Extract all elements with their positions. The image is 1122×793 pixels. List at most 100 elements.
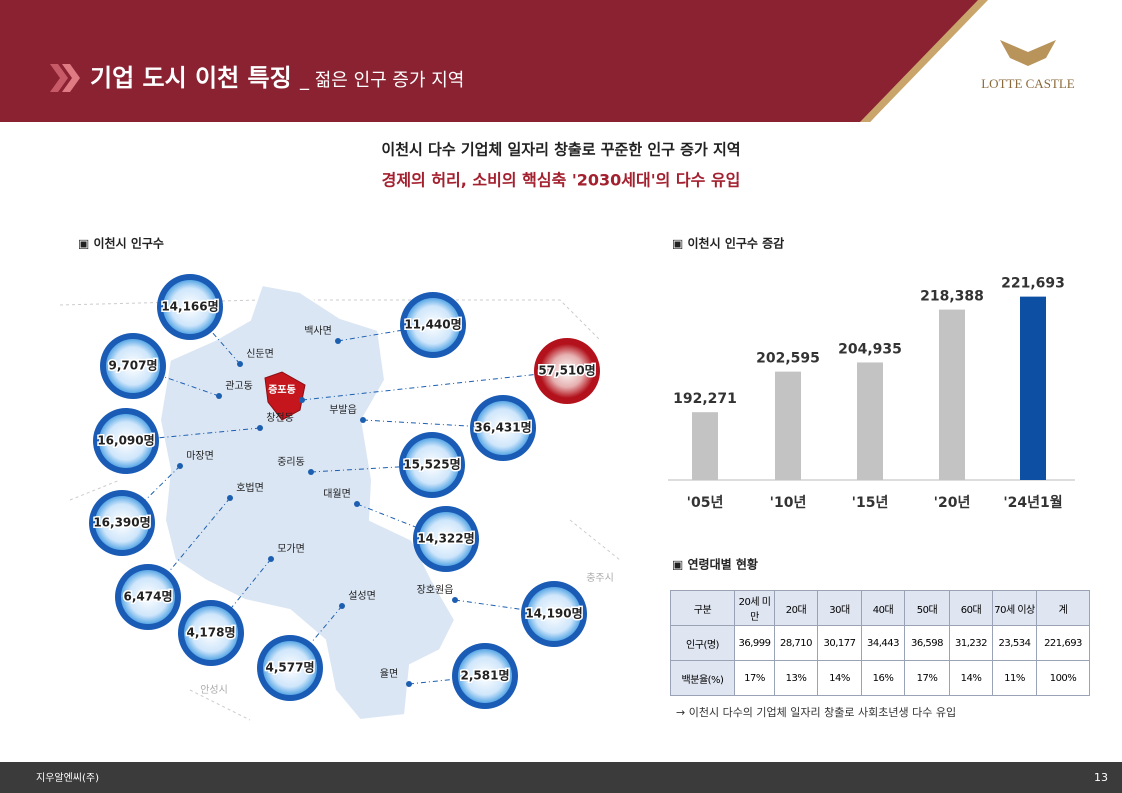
chevron — [50, 64, 68, 92]
table-cell: 구분 — [670, 590, 735, 626]
leader-line — [310, 464, 433, 473]
highlight-district — [264, 371, 306, 421]
population-label: 9,707명 — [109, 359, 158, 373]
population-bubble-inner — [405, 438, 459, 492]
leader-line — [356, 503, 447, 540]
footer-company: 지우알엔씨(주) — [36, 772, 99, 784]
table-cell: 50대 — [904, 590, 950, 626]
population-bubble-inner — [95, 496, 149, 550]
value-label: 192,271 — [673, 391, 737, 407]
table-cell: 13% — [774, 660, 818, 696]
bar — [692, 412, 718, 480]
brand: LOTTE CASTLE — [981, 76, 1075, 91]
header-title: 기업 도시 이천 특징 — [90, 64, 292, 92]
population-bubble-inner — [121, 570, 175, 624]
headline: 이천시 다수 기업체 일자리 창출로 꾸준한 인구 증가 지역 — [381, 141, 740, 159]
region-label: 대월면 — [323, 488, 351, 500]
table-cell: 34,443 — [861, 625, 905, 661]
population-bubble-inner — [476, 401, 530, 455]
bar — [939, 309, 965, 480]
table-cell: 17% — [734, 660, 775, 696]
leader-dot — [335, 338, 341, 344]
population-label: 15,525명 — [403, 458, 460, 472]
population-label: 6,474명 — [124, 590, 173, 604]
headline-accent: 경제의 허리, 소비의 핵심축 '2030세대'의 다수 유입 — [382, 171, 741, 190]
leader-dot — [268, 556, 274, 562]
table-cell: 14% — [949, 660, 993, 696]
value-label: 218,388 — [920, 289, 984, 305]
population-bubble-inner — [184, 606, 238, 660]
population-label: 2,581명 — [461, 669, 510, 683]
population-bubble-inner — [419, 512, 473, 566]
table-cell: 36,999 — [734, 625, 775, 661]
age-table: 구분 20세 미만 20대 30대 40대 50대 60대 70세 이상 계 인구(명) 36,99… — [670, 590, 1090, 696]
x-tick-label: '10년 — [770, 495, 807, 511]
region-label: 장호원읍 — [417, 584, 454, 596]
table-cell: 60대 — [949, 590, 993, 626]
boundary — [59, 299, 621, 721]
table-cell: 20대 — [774, 590, 818, 626]
table-cell: 16% — [861, 660, 905, 696]
region-label: 증포동 — [268, 384, 296, 396]
table-cell: 17% — [904, 660, 950, 696]
chevron — [62, 64, 80, 92]
region-label: 율면 — [380, 668, 398, 680]
population-label: 4,178명 — [187, 626, 236, 640]
region-label: 호법면 — [236, 482, 264, 494]
x-tick-label: '24년1월 — [1003, 494, 1062, 511]
region-label: 모가면 — [277, 543, 305, 555]
leader-dot — [308, 469, 314, 475]
leader-dot — [227, 495, 233, 501]
logo-eagle — [1000, 40, 1056, 66]
section-title: ▣ 연령대별 현황 — [672, 557, 758, 572]
header-subtitle: _ 젊은 인구 증가 지역 — [299, 70, 464, 91]
population-label: 11,440명 — [404, 318, 461, 332]
leader-line — [454, 599, 555, 615]
table-cell: 인구(명) — [670, 625, 735, 661]
population-label: 14,190명 — [525, 607, 582, 621]
table-cell: 36,598 — [904, 625, 950, 661]
x-tick-label: '20년 — [934, 495, 971, 511]
leader-line — [289, 605, 343, 669]
population-bubble-inner — [406, 298, 460, 352]
region-label: 중리동 — [277, 456, 305, 468]
leader-dot — [216, 393, 222, 399]
leader-dot — [237, 361, 243, 367]
leader-dot — [406, 681, 412, 687]
region-label: 창전동 — [266, 412, 294, 424]
leader-line — [301, 370, 568, 401]
value-label: 202,595 — [756, 351, 820, 367]
leader-line — [121, 465, 181, 524]
table-cell: 40대 — [861, 590, 905, 626]
population-label: 16,390명 — [93, 516, 150, 530]
population-bubble-inner — [458, 649, 512, 703]
header-logo-area — [870, 0, 1122, 122]
region-label: 백사면 — [304, 325, 332, 337]
table-cell: 백분율(%) — [670, 660, 735, 696]
leader-dot — [339, 603, 345, 609]
leader-line — [147, 497, 231, 598]
table-cell: 70세 이상 — [992, 590, 1037, 626]
leader-dot — [354, 501, 360, 507]
x-tick-label: '05년 — [687, 495, 724, 511]
x-tick-label: '15년 — [852, 495, 889, 511]
region-label: 관고동 — [225, 380, 253, 392]
region-label: 신둔면 — [246, 348, 274, 360]
table-cell: 14% — [817, 660, 862, 696]
population-bubble-inner — [106, 339, 160, 393]
population-label: 14,322명 — [417, 532, 474, 546]
section-title: ▣ 이천시 인구수 증감 — [672, 236, 784, 251]
population-label: 4,577명 — [266, 661, 315, 675]
page-number: 13 — [1094, 771, 1108, 784]
leader-line — [210, 558, 272, 634]
leader-dot — [360, 417, 366, 423]
table-cell: 28,710 — [774, 625, 818, 661]
value-label: 204,935 — [838, 341, 902, 357]
population-bubble-inner — [527, 587, 581, 641]
bar — [775, 371, 801, 480]
table-row: 구분 20세 미만 20대 30대 40대 50대 60대 70세 이상 계 — [670, 590, 1090, 626]
population-label: 36,431명 — [474, 421, 531, 435]
